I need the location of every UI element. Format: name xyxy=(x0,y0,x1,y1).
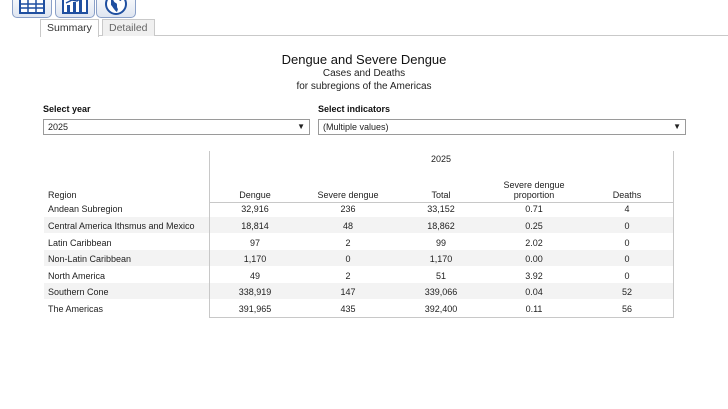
dropdown-arrow-icon: ▼ xyxy=(297,122,305,131)
tab-summary[interactable]: Summary xyxy=(40,19,99,37)
page-title: Dengue and Severe Dengue xyxy=(281,52,447,67)
indicators-select[interactable]: (Multiple values) ▼ xyxy=(318,119,686,135)
page-subtitle-2: for subregions of the Americas xyxy=(296,81,432,92)
value-cell: 147 xyxy=(340,287,356,297)
globe-icon xyxy=(105,0,127,15)
value-cell: 2 xyxy=(345,238,351,248)
value-cell: 1,170 xyxy=(243,254,267,264)
table-divider xyxy=(209,151,210,318)
value-cell: 0.71 xyxy=(525,204,543,214)
value-cell: 32,916 xyxy=(241,204,269,214)
year-select[interactable]: 2025 ▼ xyxy=(43,119,310,135)
value-cell: 97 xyxy=(249,238,261,248)
value-cell: 0.04 xyxy=(525,287,543,297)
row-stripe xyxy=(44,283,674,299)
region-cell: The Americas xyxy=(48,304,104,314)
value-cell: 0 xyxy=(624,238,630,248)
chart-view-button[interactable] xyxy=(55,0,95,18)
tab-strip: Summary Detailed xyxy=(40,19,728,37)
map-view-button[interactable] xyxy=(96,0,136,18)
value-cell: 52 xyxy=(621,287,633,297)
value-cell: 18,862 xyxy=(427,221,455,231)
region-cell: Central America Ithsmus and Mexico xyxy=(48,221,195,231)
value-cell: 1,170 xyxy=(429,254,453,264)
column-header: Severe dengue xyxy=(317,190,379,200)
row-stripe xyxy=(44,217,674,233)
column-header: Deaths xyxy=(612,190,642,200)
value-cell: 4 xyxy=(624,204,630,214)
tab-detailed[interactable]: Detailed xyxy=(102,19,155,36)
region-cell: Southern Cone xyxy=(48,287,109,297)
dropdown-arrow-icon: ▼ xyxy=(673,122,681,131)
region-column-header: Region xyxy=(48,190,77,200)
value-cell: 0 xyxy=(624,271,630,281)
value-cell: 2.02 xyxy=(525,238,543,248)
value-cell: 0 xyxy=(624,254,630,264)
table-divider xyxy=(673,151,674,318)
column-header: Dengue xyxy=(239,190,271,200)
value-cell: 0 xyxy=(624,221,630,231)
year-column-header: 2025 xyxy=(430,154,452,164)
region-cell: Non-Latin Caribbean xyxy=(48,254,132,264)
value-cell: 33,152 xyxy=(427,204,455,214)
region-cell: Latin Caribbean xyxy=(48,238,112,248)
value-cell: 99 xyxy=(435,238,447,248)
year-filter-label: Select year xyxy=(43,104,91,114)
year-select-value: 2025 xyxy=(48,122,69,132)
value-cell: 2 xyxy=(345,271,351,281)
value-cell: 51 xyxy=(435,271,447,281)
value-cell: 391,965 xyxy=(238,304,272,314)
column-header: Total xyxy=(431,190,451,200)
value-cell: 0.00 xyxy=(525,254,543,264)
value-cell: 236 xyxy=(340,204,356,214)
page-subtitle: Cases and Deaths xyxy=(322,68,406,79)
value-cell: 339,066 xyxy=(424,287,458,297)
value-cell: 338,919 xyxy=(238,287,272,297)
value-cell: 0.11 xyxy=(525,304,543,314)
table-view-button[interactable] xyxy=(12,0,52,18)
value-cell: 49 xyxy=(249,271,261,281)
indicators-filter-label: Select indicators xyxy=(318,104,391,114)
table-divider xyxy=(209,317,674,318)
column-header: Severe dengue proportion xyxy=(503,180,565,200)
indicators-select-value: (Multiple values) xyxy=(323,122,389,132)
value-cell: 48 xyxy=(342,221,354,231)
value-cell: 18,814 xyxy=(241,221,269,231)
region-cell: Andean Subregion xyxy=(48,204,123,214)
value-cell: 392,400 xyxy=(424,304,458,314)
value-cell: 56 xyxy=(621,304,633,314)
row-stripe xyxy=(44,250,674,266)
chart-icon xyxy=(62,0,88,14)
value-cell: 0 xyxy=(345,254,351,264)
region-cell: North America xyxy=(48,271,106,281)
value-cell: 435 xyxy=(340,304,356,314)
table-icon xyxy=(19,0,45,14)
table-divider xyxy=(209,202,674,203)
value-cell: 3.92 xyxy=(525,271,543,281)
value-cell: 0.25 xyxy=(525,221,543,231)
